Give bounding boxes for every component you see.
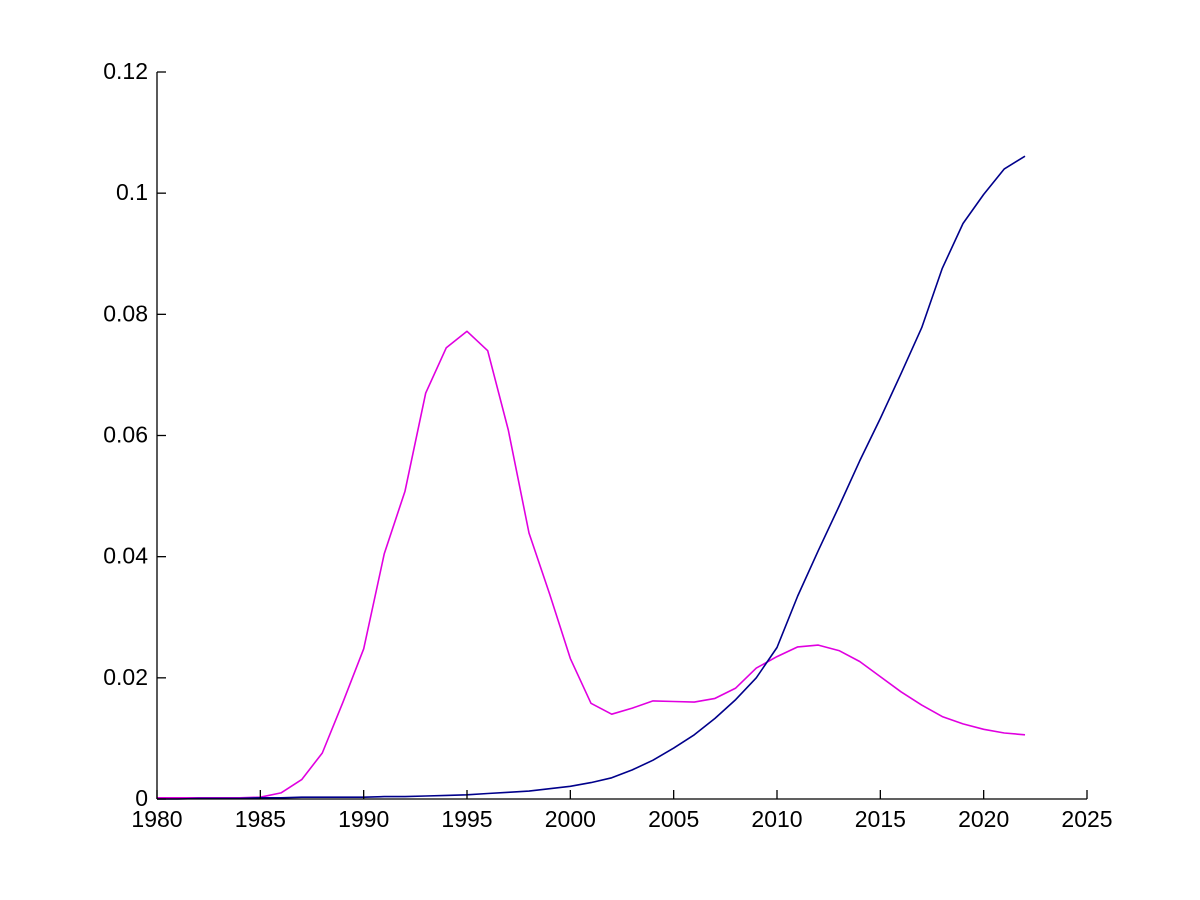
y-tick-label: 0.02 (103, 664, 148, 690)
x-tick-label: 2025 (1061, 806, 1112, 832)
x-tick-label: 2015 (855, 806, 906, 832)
y-tick-label: 0.1 (116, 179, 148, 205)
x-tick-label: 1995 (441, 806, 492, 832)
x-tick-label: 1985 (235, 806, 286, 832)
y-tick-label: 0.04 (103, 543, 148, 569)
y-tick-label: 0 (135, 785, 148, 811)
y-tick-label: 0.06 (103, 422, 148, 448)
x-tick-label: 2020 (958, 806, 1009, 832)
x-tick-label: 1990 (338, 806, 389, 832)
x-tick-label: 2000 (545, 806, 596, 832)
magenta-series-line (157, 330, 1026, 799)
x-tick-label: 2010 (751, 806, 802, 832)
dark-blue-series-line (157, 155, 1026, 800)
x-tick-label: 1980 (131, 806, 182, 832)
x-tick-label: 2005 (648, 806, 699, 832)
y-tick-label: 0.08 (103, 300, 148, 326)
y-tick-label: 0.12 (103, 58, 148, 84)
